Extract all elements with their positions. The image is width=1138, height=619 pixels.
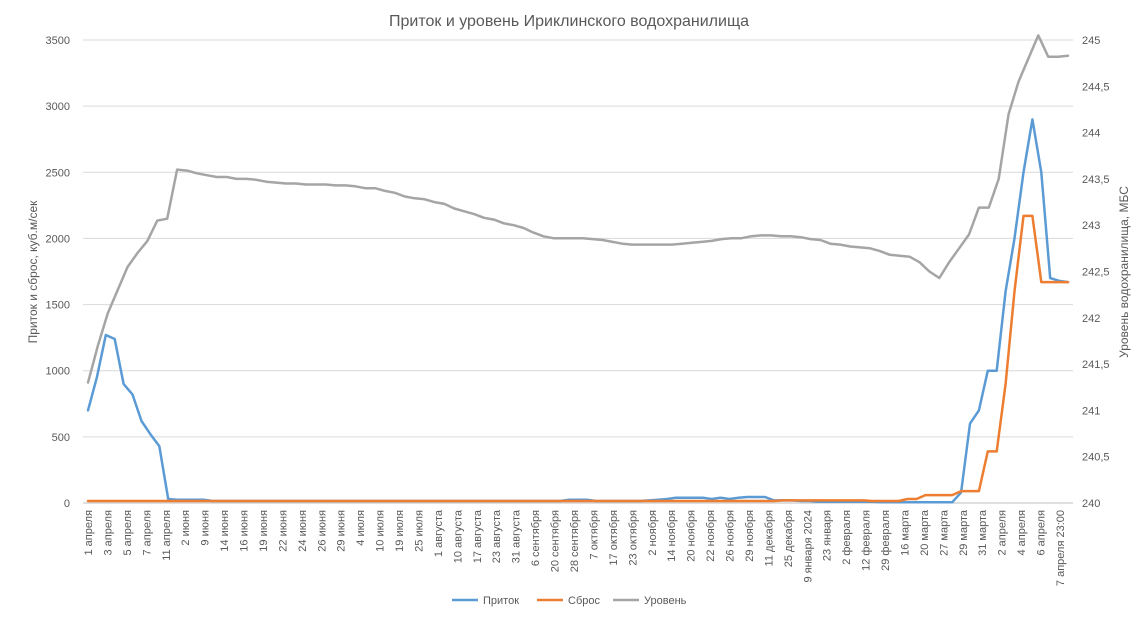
x-tick-label: 24 июня xyxy=(297,510,309,552)
x-tick-label: 11 декабря xyxy=(763,510,775,566)
x-tick-label: 26 ноября xyxy=(725,510,737,562)
chart-title: Приток и уровень Ириклинского водохранил… xyxy=(389,13,749,30)
right-tick-label: 245 xyxy=(1082,35,1100,47)
x-tick-label: 14 ноября xyxy=(666,510,678,562)
x-tick-label: 2 апреля xyxy=(997,510,1009,556)
x-axis-ticks: 1 апреля 3 апреля 5 апреля 7 апреля 11 апрел… xyxy=(83,509,1067,586)
left-tick-label: 0 xyxy=(64,498,70,510)
x-tick-label: 1 августа xyxy=(433,509,445,557)
x-tick-label: 23 октября xyxy=(627,510,639,566)
left-tick-label: 1000 xyxy=(46,366,70,378)
x-tick-label: 10 июля xyxy=(375,510,387,552)
x-tick-label: 11 апреля xyxy=(161,510,173,561)
legend-label: Уровень xyxy=(644,595,687,607)
right-tick-label: 242,5 xyxy=(1082,267,1110,279)
series-line-Приток xyxy=(86,118,1070,504)
legend-label: Приток xyxy=(483,595,519,607)
x-tick-label: 29 февраля xyxy=(880,510,892,571)
right-tick-label: 243,5 xyxy=(1082,174,1110,186)
x-tick-label: 9 января 2024 xyxy=(802,510,814,583)
x-tick-label: 25 декабря xyxy=(783,510,795,567)
x-tick-label: 17 августа xyxy=(472,509,484,563)
x-tick-label: 16 июня xyxy=(239,510,251,552)
left-tick-label: 3500 xyxy=(46,35,70,47)
x-tick-label: 2 февраля xyxy=(841,510,853,565)
x-tick-label: 7 октября xyxy=(588,510,600,560)
x-tick-label: 6 апреля xyxy=(1036,510,1048,556)
x-tick-label: 29 марта xyxy=(958,509,970,556)
right-tick-label: 241,5 xyxy=(1082,359,1110,371)
x-tick-label: 27 марта xyxy=(938,509,950,556)
right-tick-label: 244 xyxy=(1082,128,1100,140)
x-tick-label: 23 августа xyxy=(491,509,503,563)
x-tick-label: 1 апреля xyxy=(83,510,95,556)
x-tick-label: 5 апреля xyxy=(122,510,134,556)
legend: Приток Сброс Уровень xyxy=(452,595,687,607)
x-tick-label: 19 июня xyxy=(258,510,270,552)
x-tick-label: 20 марта xyxy=(919,509,931,556)
x-tick-label: 23 января xyxy=(822,510,834,561)
left-tick-label: 2000 xyxy=(46,233,70,245)
x-tick-label: 4 апреля xyxy=(1016,510,1028,556)
x-tick-label: 31 марта xyxy=(977,509,989,556)
x-tick-label: 20 сентября xyxy=(550,510,562,572)
right-axis-title: Уровень водохранилища, МБС xyxy=(1117,186,1131,358)
x-tick-label: 26 июня xyxy=(316,510,328,552)
series-lines xyxy=(86,34,1070,504)
x-tick-label: 19 июля xyxy=(394,510,406,552)
gridlines xyxy=(83,39,1073,438)
x-tick-label: 22 июня xyxy=(277,510,289,552)
left-tick-label: 1500 xyxy=(46,300,70,312)
right-tick-label: 243 xyxy=(1082,220,1100,232)
x-tick-label: 3 апреля xyxy=(102,510,114,556)
x-tick-label: 14 июня xyxy=(219,510,231,552)
x-tick-label: 10 августа xyxy=(452,509,464,563)
left-axis-title: Приток и сброс, куб.м/сек xyxy=(26,200,40,344)
series-line-Сброс xyxy=(86,214,1070,503)
x-tick-label: 4 июля xyxy=(355,510,367,546)
left-tick-label: 500 xyxy=(52,432,70,444)
x-tick-label: 25 июля xyxy=(413,510,425,552)
x-tick-label: 6 сентября xyxy=(530,510,542,566)
x-tick-label: 17 октября xyxy=(608,510,620,566)
x-tick-label: 7 апреля 23:00 xyxy=(1055,510,1067,586)
right-tick-label: 242 xyxy=(1082,313,1100,325)
x-tick-label: 29 ноября xyxy=(744,510,756,562)
x-tick-label: 2 июня xyxy=(180,510,192,546)
left-tick-label: 2500 xyxy=(46,167,70,179)
left-axis-ticks: 0 500 1000 1500 2000 2500 3000 3500 xyxy=(46,35,70,510)
x-tick-label: 2 ноября xyxy=(647,510,659,556)
x-tick-label: 29 июня xyxy=(336,510,348,552)
legend-label: Сброс xyxy=(568,595,600,607)
x-tick-label: 28 сентября xyxy=(569,510,581,572)
x-tick-label: 22 ноября xyxy=(705,510,717,562)
x-tick-label: 9 июня xyxy=(200,510,212,546)
right-tick-label: 240,5 xyxy=(1082,452,1110,464)
right-axis-ticks: 240 240,5 241 241,5 242 242,5 243 243,5 244 244,5… xyxy=(1082,35,1110,510)
left-tick-label: 3000 xyxy=(46,101,70,113)
series-line-Уровень xyxy=(86,34,1070,384)
right-tick-label: 241 xyxy=(1082,405,1100,417)
right-tick-label: 244,5 xyxy=(1082,81,1110,93)
x-tick-label: 20 ноября xyxy=(686,510,698,562)
right-tick-label: 240 xyxy=(1082,498,1100,510)
x-tick-label: 31 августа xyxy=(511,509,523,563)
x-tick-label: 16 марта xyxy=(899,509,911,556)
x-tick-label: 12 февраля xyxy=(861,510,873,571)
x-tick-label: 7 апреля xyxy=(141,510,153,556)
